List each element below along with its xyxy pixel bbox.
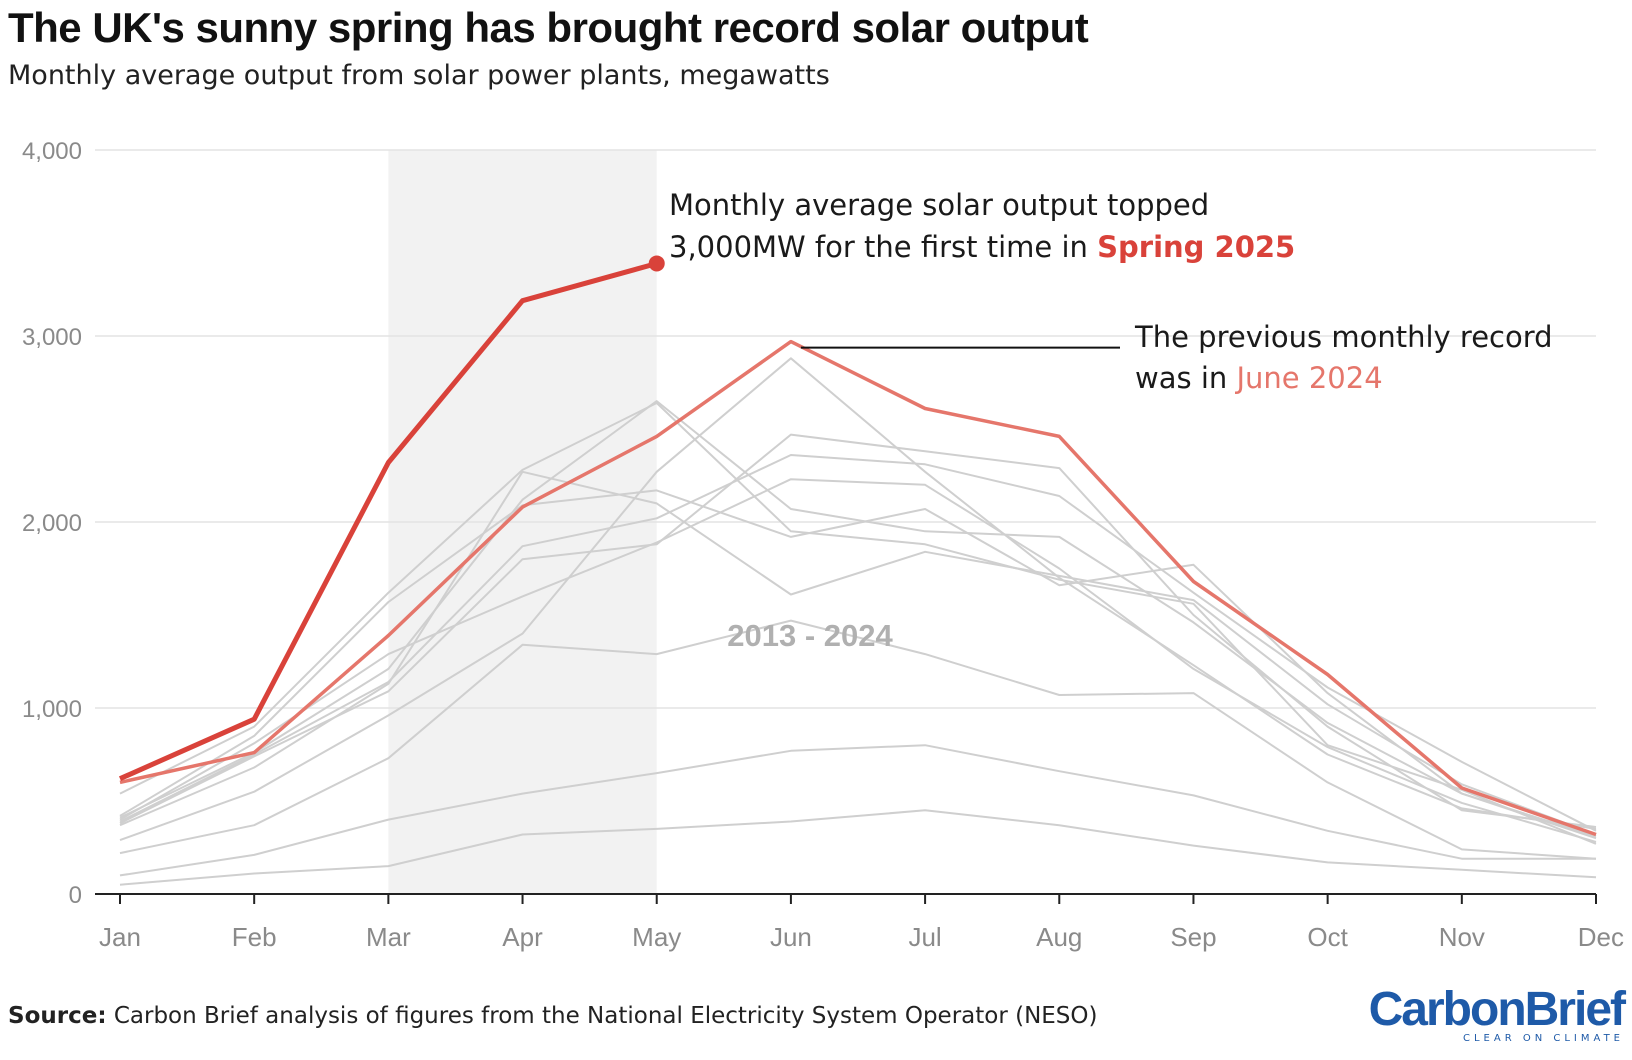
annotation-2025-highlight: Spring 2025 <box>1097 230 1295 264</box>
highlight-series-group <box>118 255 1597 837</box>
x-tick-label: Mar <box>366 922 411 952</box>
x-tick-label: Nov <box>1439 922 1485 952</box>
chart-subtitle: Monthly average output from solar power … <box>8 60 830 91</box>
y-tick-label: 2,000 <box>22 510 82 537</box>
x-tick-label: Jun <box>770 922 812 952</box>
annotation-2025-line1: Monthly average solar output topped <box>669 188 1209 222</box>
y-axis-ticks: 0 1,000 2,000 3,000 4,000 <box>22 138 82 909</box>
series-line-2021 <box>119 478 1597 843</box>
carbon-brief-logo: CarbonBrief CLEAR ON CLIMATE <box>1368 983 1626 1045</box>
x-tick-label: Aug <box>1036 922 1082 952</box>
series-line-2015 <box>119 619 1597 860</box>
annotation-2024-prefix: was in <box>1135 361 1236 395</box>
series-line-2016 <box>119 357 1597 842</box>
annotation-2024-line2: was in June 2024 <box>1135 361 1383 395</box>
chart-title: The UK's sunny spring has brought record… <box>8 4 1089 51</box>
series-line-2018 <box>119 433 1597 828</box>
annotation-2025-line2: 3,000MW for the first time in Spring 202… <box>669 230 1295 264</box>
x-tick-label: Sep <box>1170 922 1216 952</box>
annotation-2024-line1: The previous monthly record <box>1134 320 1553 354</box>
annotation-2024-highlight: June 2024 <box>1234 361 1382 395</box>
logo-wordmark: CarbonBrief <box>1368 983 1626 1036</box>
x-tick-label: Feb <box>232 922 277 952</box>
y-tick-label: 0 <box>69 882 82 909</box>
series-line-2017 <box>119 470 1597 836</box>
range-label: 2013 - 2024 <box>727 618 893 653</box>
series-line-2022 <box>119 489 1597 840</box>
series-line-2025 <box>118 261 658 781</box>
source-text: Carbon Brief analysis of figures from th… <box>113 1003 1098 1029</box>
y-tick-label: 4,000 <box>22 138 82 165</box>
series-line-2024 <box>119 339 1597 837</box>
source-label: Source: <box>8 1003 107 1029</box>
series-line-2019 <box>119 454 1597 832</box>
source-note: Source: Carbon Brief analysis of figures… <box>8 1003 1097 1029</box>
y-tick-label: 3,000 <box>22 324 82 351</box>
x-tick-label: Jan <box>99 922 141 952</box>
history-series-group <box>119 357 1597 886</box>
logo-tagline: CLEAR ON CLIMATE <box>1463 1033 1624 1044</box>
x-tick-label: Oct <box>1307 922 1348 952</box>
x-tick-label: May <box>632 922 681 952</box>
line-chart: 0 1,000 2,000 3,000 4,000 Jan Feb Mar Apr May Jun… <box>22 138 1624 952</box>
series-line-2013 <box>119 809 1597 886</box>
x-tick-label: Jul <box>908 922 941 952</box>
series-line-2023 <box>119 402 1597 845</box>
series-line-2014 <box>119 744 1596 877</box>
series-2025-end-point <box>648 255 665 272</box>
x-tick-label: Dec <box>1578 922 1624 952</box>
annotation-2025-prefix: 3,000MW for the first time in <box>669 230 1097 264</box>
x-tick-label: Apr <box>502 922 543 952</box>
x-axis: Jan Feb Mar Apr May Jun Jul Aug Sep Oct Nov Dec <box>95 893 1624 952</box>
y-tick-label: 1,000 <box>22 696 82 723</box>
series-line-2020 <box>119 400 1597 838</box>
